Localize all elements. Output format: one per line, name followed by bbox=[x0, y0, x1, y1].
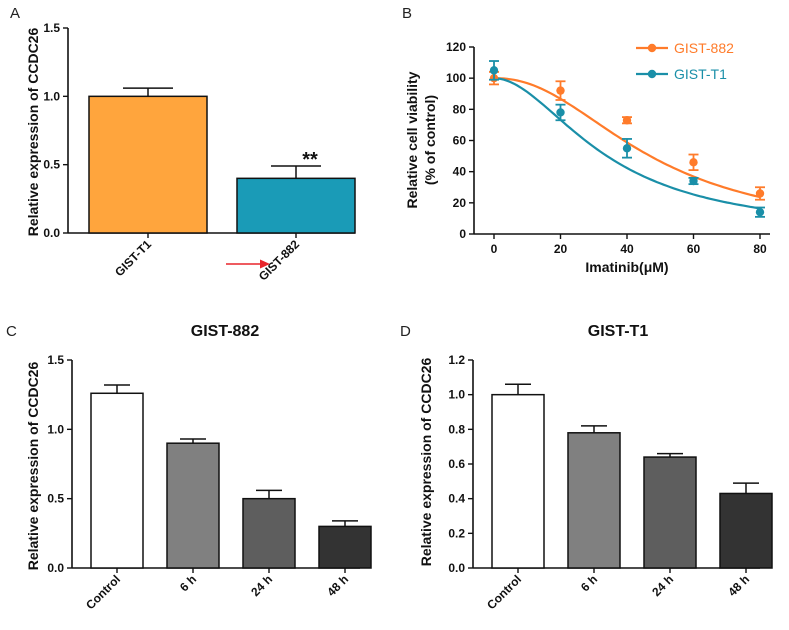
legend-marker bbox=[647, 43, 657, 53]
chart-title: GIST-T1 bbox=[588, 323, 649, 340]
y-tick-label: 0.5 bbox=[43, 158, 60, 172]
x-tick-label: GIST-882 bbox=[256, 237, 302, 283]
x-tick-label: 24 h bbox=[649, 572, 676, 599]
x-tick-label: 60 bbox=[687, 242, 701, 256]
legend-label: GIST-882 bbox=[674, 40, 734, 56]
y-tick-label: 1.0 bbox=[448, 388, 465, 402]
y-tick-label: 1.0 bbox=[43, 89, 60, 103]
x-tick-label: 40 bbox=[620, 242, 634, 256]
y-tick-label: 0 bbox=[459, 227, 466, 241]
y-axis-label: Relative expression of CCDC26 bbox=[418, 358, 434, 567]
y-tick-label: 80 bbox=[453, 102, 467, 116]
x-ticks: 0 20 40 60 80 bbox=[491, 234, 767, 256]
y-tick-label: 0.0 bbox=[448, 561, 465, 575]
y-tick-label: 1.5 bbox=[47, 353, 64, 367]
y-tick-label: 0.8 bbox=[448, 422, 465, 436]
bar-48-h bbox=[318, 525, 372, 569]
bar-24-h bbox=[643, 456, 697, 569]
x-tick-label: 80 bbox=[753, 242, 767, 256]
data-points bbox=[489, 60, 765, 218]
y-tick-label: 0.2 bbox=[448, 526, 465, 540]
y-ticks: 0.0 0.2 0.4 0.6 0.8 1.0 1.2 bbox=[448, 353, 473, 575]
bars bbox=[491, 383, 773, 569]
panel-letter-c: C bbox=[6, 323, 17, 340]
bar-control bbox=[90, 392, 144, 569]
x-tick-label: Control bbox=[83, 572, 123, 612]
x-ticks: Control 6 h 24 h 48 h bbox=[83, 568, 351, 612]
panel-letter-a: A bbox=[10, 5, 20, 22]
bars bbox=[90, 384, 372, 569]
y-tick-label: 60 bbox=[453, 134, 467, 148]
x-tick-label: Control bbox=[484, 572, 524, 612]
data-point-gist-882 bbox=[556, 86, 565, 95]
bar-gist-882 bbox=[236, 177, 356, 234]
y-tick-label: 0.6 bbox=[448, 457, 465, 471]
panel-letter-d: D bbox=[400, 323, 411, 340]
bar-6-h bbox=[166, 442, 220, 569]
panel-c: C GIST-882 Relative expression of CCDC26… bbox=[6, 323, 372, 612]
x-ticks: GIST-T1 GIST-882 bbox=[112, 233, 302, 283]
bar-24-h bbox=[242, 497, 296, 569]
x-axis-label: Imatinib(μM) bbox=[585, 259, 668, 275]
x-tick-label: 0 bbox=[491, 242, 498, 256]
legend-marker bbox=[647, 69, 657, 79]
y-axis-label: Relative expression of CCDC26 bbox=[25, 28, 41, 237]
y-axis-label-line1: Relative cell viability bbox=[404, 71, 420, 208]
y-ticks: 0 20 40 60 80 100 120 bbox=[446, 40, 474, 241]
y-axis-label: Relative expression of CCDC26 bbox=[25, 362, 41, 571]
bar-48-h bbox=[719, 492, 773, 569]
data-point-gist-t1 bbox=[556, 108, 565, 117]
y-tick-label: 0.0 bbox=[43, 226, 60, 240]
y-tick-label: 1.0 bbox=[47, 422, 64, 436]
legend-label: GIST-T1 bbox=[674, 66, 727, 82]
bar-6-h bbox=[567, 432, 621, 569]
arrow bbox=[226, 259, 270, 269]
y-tick-label: 0.5 bbox=[47, 492, 64, 506]
y-tick-label: 20 bbox=[453, 196, 467, 210]
y-tick-label: 0.4 bbox=[448, 492, 465, 506]
bar-control bbox=[491, 393, 545, 569]
data-point-gist-882 bbox=[755, 189, 765, 198]
x-tick-label: 48 h bbox=[725, 572, 752, 599]
legend: GIST-882 GIST-T1 bbox=[636, 40, 734, 82]
data-point-gist-882 bbox=[622, 116, 632, 125]
panel-d: D GIST-T1 Relative expression of CCDC26 … bbox=[400, 323, 773, 612]
y-tick-label: 1.5 bbox=[43, 21, 60, 35]
y-tick-label: 100 bbox=[446, 71, 466, 85]
y-tick-label: 120 bbox=[446, 40, 466, 54]
data-point-gist-882 bbox=[689, 158, 698, 167]
significance-marker: ** bbox=[302, 149, 318, 171]
y-tick-label: 0.0 bbox=[47, 561, 64, 575]
panel-b: B Relative cell viability (% of control)… bbox=[402, 5, 770, 275]
x-tick-label: 6 h bbox=[578, 572, 600, 594]
data-point-gist-t1 bbox=[755, 207, 765, 217]
panel-a: A Relative expression of CCDC26 0.0 0.5 1.… bbox=[10, 5, 356, 283]
y-tick-label: 1.2 bbox=[448, 353, 465, 367]
bar-gist-t1 bbox=[88, 95, 208, 234]
panel-letter-b: B bbox=[402, 5, 412, 22]
x-tick-label: 6 h bbox=[177, 572, 199, 594]
x-ticks: Control 6 h 24 h 48 h bbox=[484, 568, 752, 612]
x-tick-label: 48 h bbox=[324, 572, 351, 599]
chart-title: GIST-882 bbox=[191, 323, 260, 340]
y-axis-label-line2: (% of control) bbox=[422, 95, 438, 185]
y-ticks: 0.0 0.5 1.0 1.5 bbox=[43, 21, 68, 240]
data-point-gist-t1 bbox=[622, 144, 632, 153]
x-tick-label: 20 bbox=[554, 242, 568, 256]
y-ticks: 0.0 0.5 1.0 1.5 bbox=[47, 353, 72, 575]
fit-curve-gist-t1 bbox=[493, 77, 761, 210]
data-point-gist-t1 bbox=[689, 176, 698, 186]
x-tick-label: 24 h bbox=[248, 572, 275, 599]
y-tick-label: 40 bbox=[453, 165, 467, 179]
x-tick-label: GIST-T1 bbox=[112, 237, 154, 279]
data-point-gist-t1 bbox=[489, 66, 499, 75]
